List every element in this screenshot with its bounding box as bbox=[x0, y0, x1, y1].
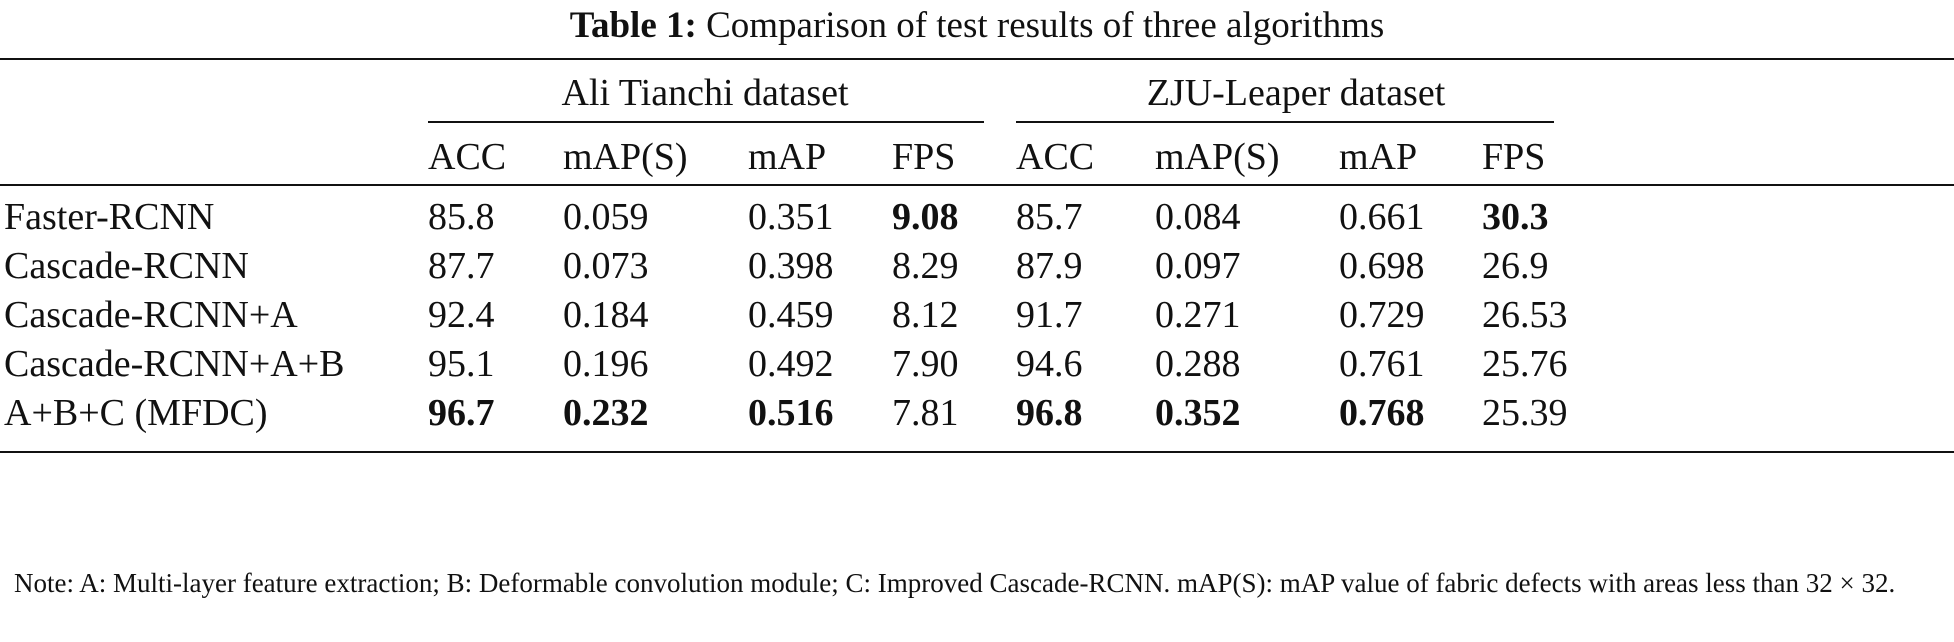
table-cell: 26.9 bbox=[1482, 245, 1549, 287]
table-note: Note: A: Multi-layer feature extraction;… bbox=[14, 568, 1896, 598]
column-header: ACC bbox=[1016, 136, 1095, 178]
table-cell: 25.39 bbox=[1482, 392, 1568, 434]
column-header: mAP(S) bbox=[563, 136, 688, 178]
table-cell: 0.097 bbox=[1155, 245, 1241, 287]
table-cell: 25.76 bbox=[1482, 343, 1568, 385]
row-method-name: Cascade-RCNN+A+B bbox=[4, 343, 345, 385]
table-caption: Table 1: Comparison of test results of t… bbox=[0, 4, 1954, 48]
table-cell: 0.288 bbox=[1155, 343, 1241, 385]
column-header: mAP bbox=[748, 136, 827, 178]
table-cell: 0.073 bbox=[563, 245, 649, 287]
table-label: Table 1: bbox=[569, 5, 697, 46]
table-cell: 87.9 bbox=[1016, 245, 1083, 287]
table-cell: 85.7 bbox=[1016, 196, 1083, 238]
table-cell: 95.1 bbox=[428, 343, 495, 385]
row-method-name: Cascade-RCNN bbox=[4, 245, 249, 287]
column-header: FPS bbox=[1482, 136, 1546, 178]
table-cell: 96.8 bbox=[1016, 392, 1083, 434]
row-method-name: A+B+C (MFDC) bbox=[4, 392, 268, 434]
group-header-zju-leaper: ZJU-Leaper dataset bbox=[1146, 72, 1446, 114]
table-cell: 0.729 bbox=[1339, 294, 1425, 336]
table-cell: 0.768 bbox=[1339, 392, 1425, 434]
table-cell: 0.184 bbox=[563, 294, 649, 336]
table-cell: 0.492 bbox=[748, 343, 834, 385]
table-cell: 9.08 bbox=[892, 196, 959, 238]
table-cell: 8.29 bbox=[892, 245, 959, 287]
table-cell: 0.232 bbox=[563, 392, 649, 434]
group-rule-zju-leaper bbox=[1016, 121, 1554, 123]
bottom-rule bbox=[0, 451, 1954, 453]
table-cell: 26.53 bbox=[1482, 294, 1568, 336]
table-cell: 91.7 bbox=[1016, 294, 1083, 336]
table-cell: 0.698 bbox=[1339, 245, 1425, 287]
table-title: Comparison of test results of three algo… bbox=[706, 5, 1385, 46]
table-cell: 0.196 bbox=[563, 343, 649, 385]
table-cell: 7.81 bbox=[892, 392, 959, 434]
table-cell: 0.516 bbox=[748, 392, 834, 434]
table-cell: 0.459 bbox=[748, 294, 834, 336]
table-cell: 94.6 bbox=[1016, 343, 1083, 385]
table-cell: 0.351 bbox=[748, 196, 834, 238]
table-cell: 0.398 bbox=[748, 245, 834, 287]
table-cell: 92.4 bbox=[428, 294, 495, 336]
column-header: mAP bbox=[1339, 136, 1418, 178]
table-cell: 87.7 bbox=[428, 245, 495, 287]
table-cell: 8.12 bbox=[892, 294, 959, 336]
row-method-name: Cascade-RCNN+A bbox=[4, 294, 298, 336]
table-cell: 7.90 bbox=[892, 343, 959, 385]
table-cell: 0.661 bbox=[1339, 196, 1425, 238]
table-cell: 0.271 bbox=[1155, 294, 1241, 336]
column-header: mAP(S) bbox=[1155, 136, 1280, 178]
group-header-ali-tianchi: Ali Tianchi dataset bbox=[561, 72, 849, 114]
row-method-name: Faster-RCNN bbox=[4, 196, 215, 238]
group-rule-ali-tianchi bbox=[428, 121, 984, 123]
table-cell: 0.352 bbox=[1155, 392, 1241, 434]
table-cell: 85.8 bbox=[428, 196, 495, 238]
top-rule bbox=[0, 58, 1954, 60]
column-header: FPS bbox=[892, 136, 956, 178]
table-cell: 0.761 bbox=[1339, 343, 1425, 385]
table-cell: 96.7 bbox=[428, 392, 495, 434]
header-rule bbox=[0, 184, 1954, 186]
column-header: ACC bbox=[428, 136, 507, 178]
table-cell: 0.059 bbox=[563, 196, 649, 238]
table-cell: 0.084 bbox=[1155, 196, 1241, 238]
table-cell: 30.3 bbox=[1482, 196, 1549, 238]
